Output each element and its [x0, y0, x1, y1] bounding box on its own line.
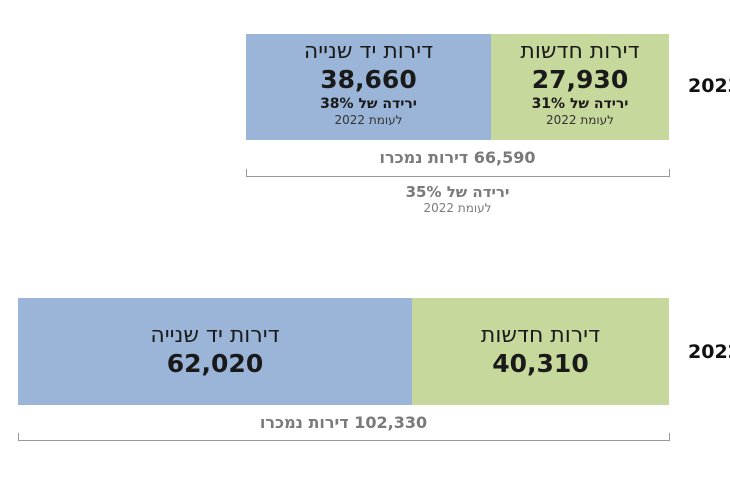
bar-2023-secondhand-reference: לעומת 2022	[334, 113, 403, 127]
bar-2023-secondhand-apartments: דירות יד שנייה 38,660 ירידה של 38% לעומת…	[246, 34, 491, 140]
bar-2022-secondhand-apartments: דירות יד שנייה 62,020	[18, 298, 412, 405]
bar-2022-secondhand-value: 62,020	[166, 349, 264, 378]
bar-2022-new-apartments: דירות חדשות 40,310	[412, 298, 669, 405]
total-2022: 102,330 דירות נמכרו	[259, 413, 428, 432]
bar-2023-new-apartments: דירות חדשות 27,930 ירידה של 31% לעומת 20…	[491, 34, 669, 140]
total-2023-reference: לעומת 2022	[423, 201, 492, 215]
total-bracket-2023	[246, 169, 670, 177]
bar-2023-secondhand-change: ירידה של 38%	[320, 96, 417, 112]
total-change-2023: ירידה של 35% לעומת 2022	[246, 183, 669, 216]
bar-2023-new-change: ירידה של 31%	[531, 96, 629, 112]
bar-2022-new-label: דירות חדשות	[480, 323, 601, 348]
bar-2022-secondhand-label: דירות יד שנייה	[150, 323, 280, 348]
bar-2023-new-value: 27,930	[531, 65, 629, 94]
bar-2023-new-label: דירות חדשות	[520, 39, 640, 64]
bar-2023-new-reference: לעומת 2022	[546, 113, 614, 127]
year-label-2023: 2023	[688, 75, 730, 97]
bar-2023-secondhand-value: 38,660	[320, 65, 417, 94]
total-2023: 66,590 דירות נמכרו	[379, 148, 536, 167]
year-label-2022: 2022	[688, 341, 730, 363]
total-2023-change: ירידה של 35%	[405, 183, 510, 201]
bar-2022-new-value: 40,310	[492, 349, 589, 378]
total-bracket-2022	[18, 433, 670, 441]
bar-2023-secondhand-label: דירות יד שנייה	[303, 39, 434, 64]
